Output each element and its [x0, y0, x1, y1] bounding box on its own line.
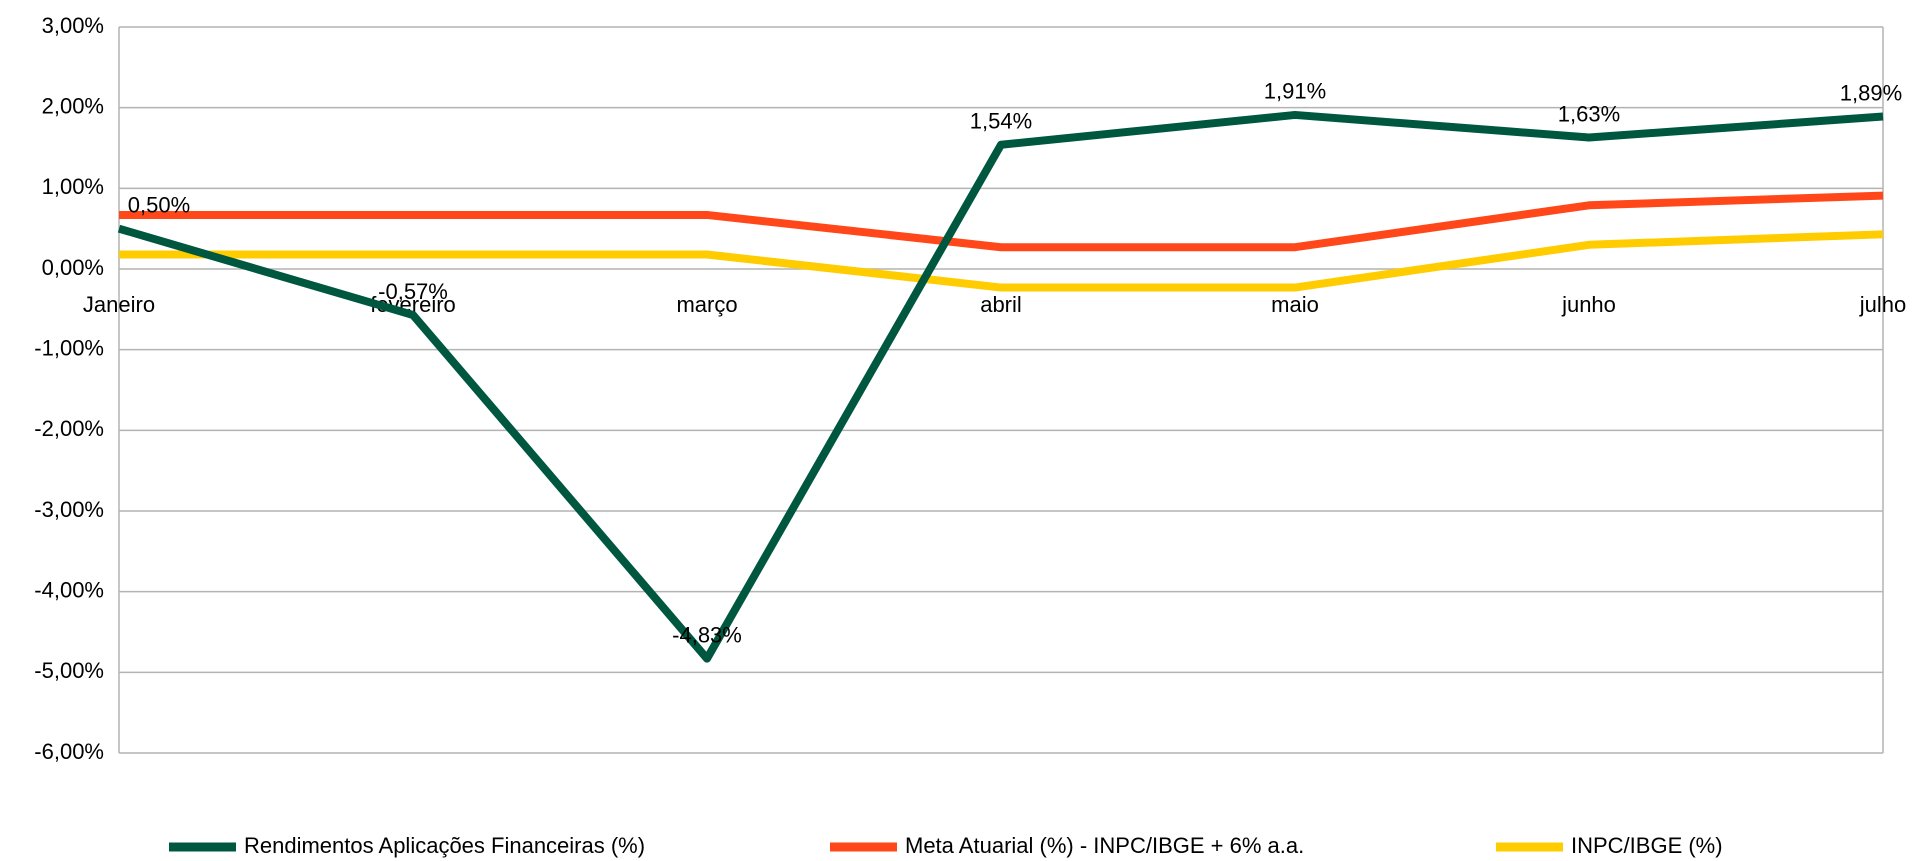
- y-tick-label: 0,00%: [42, 255, 104, 280]
- legend-label: Meta Atuarial (%) - INPC/IBGE + 6% a.a.: [905, 833, 1304, 858]
- legend-label: INPC/IBGE (%): [1571, 833, 1723, 858]
- y-tick-label: 1,00%: [42, 174, 104, 199]
- y-tick-label: -5,00%: [34, 658, 104, 683]
- legend-label: Rendimentos Aplicações Financeiras (%): [244, 833, 645, 858]
- series-line: [119, 191, 1884, 252]
- x-tick-label: julho: [1859, 292, 1906, 317]
- x-tick-label: abril: [980, 292, 1022, 317]
- data-label: 1,89%: [1840, 80, 1902, 105]
- y-tick-label: -2,00%: [34, 416, 104, 441]
- series-line: [119, 230, 1884, 292]
- data-label: 1,63%: [1558, 101, 1620, 126]
- x-tick-label: Janeiro: [83, 292, 155, 317]
- data-label: 0,50%: [128, 192, 190, 217]
- series-line: [117, 110, 1884, 663]
- y-tick-label: 3,00%: [42, 13, 104, 38]
- data-label: 1,54%: [970, 109, 1032, 134]
- y-tick-label: -4,00%: [34, 577, 104, 602]
- y-tick-label: -1,00%: [34, 335, 104, 360]
- y-tick-label: 2,00%: [42, 93, 104, 118]
- y-tick-label: -6,00%: [34, 739, 104, 764]
- x-tick-label: maio: [1271, 292, 1319, 317]
- y-tick-label: -3,00%: [34, 497, 104, 522]
- data-label: -0,57%: [378, 279, 448, 304]
- x-tick-label: março: [676, 292, 737, 317]
- data-label: -4,83%: [672, 622, 742, 647]
- x-tick-label: junho: [1561, 292, 1616, 317]
- data-label: 1,91%: [1264, 79, 1326, 104]
